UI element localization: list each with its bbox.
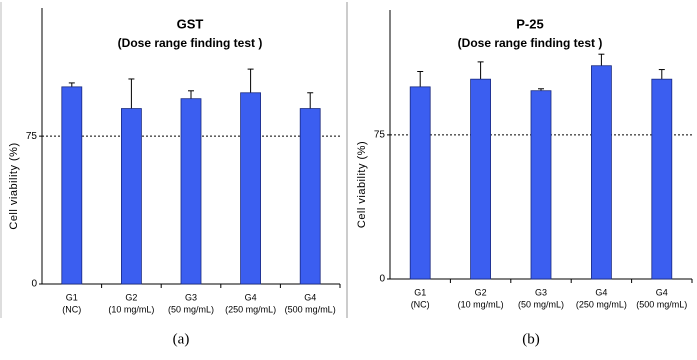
x-tick-label: (500 mg/mL) <box>636 299 687 309</box>
x-tick-label: (50 mg/mL) <box>168 304 214 314</box>
bar <box>470 78 492 280</box>
chart-title: P-25 <box>516 16 543 31</box>
chart-subtitle: (Dose range finding test ) <box>458 36 603 50</box>
x-tick-label: G1 <box>414 287 426 297</box>
y-tick-label: 75 <box>374 130 386 141</box>
x-tick-label: (10 mg/mL) <box>108 304 154 314</box>
x-tick-label: G4 <box>304 292 316 302</box>
x-tick-label: (10 mg/mL) <box>458 299 504 309</box>
x-tick-label: G4 <box>595 287 607 297</box>
y-tick-label: 75 <box>26 131 38 142</box>
x-tick-label: (250 mg/mL) <box>576 299 627 309</box>
y-tick-label: 0 <box>379 274 385 285</box>
bar <box>651 78 673 280</box>
x-tick-label: G3 <box>535 287 547 297</box>
bar <box>180 98 202 285</box>
bar <box>530 90 552 280</box>
bar <box>240 92 262 285</box>
x-tick-label: (NC) <box>411 299 430 309</box>
x-tick-label: G4 <box>656 287 668 297</box>
panel-caption: (a) <box>173 331 190 347</box>
x-tick-label: (NC) <box>62 304 81 314</box>
x-tick-label: G4 <box>245 292 257 302</box>
bar <box>121 108 142 285</box>
bar <box>409 86 431 280</box>
chart-title: GST <box>177 16 204 31</box>
x-tick-label: G2 <box>475 287 487 297</box>
x-tick-label: G1 <box>66 292 78 302</box>
bar <box>299 108 321 285</box>
chart-subtitle: (Dose range finding test ) <box>118 36 263 50</box>
bar <box>591 65 612 280</box>
y-axis-label: Cell viability (%) <box>8 142 20 229</box>
panel-caption: (b) <box>522 331 540 347</box>
x-tick-label: (500 mg/mL) <box>285 304 336 314</box>
x-tick-label: G3 <box>185 292 197 302</box>
y-axis-label: Cell viability (%) <box>356 141 368 228</box>
y-tick-label: 0 <box>31 279 37 290</box>
x-tick-label: (250 mg/mL) <box>225 304 276 314</box>
x-tick-label: G2 <box>125 292 137 302</box>
x-tick-label: (50 mg/mL) <box>518 299 564 309</box>
bar <box>61 86 83 285</box>
